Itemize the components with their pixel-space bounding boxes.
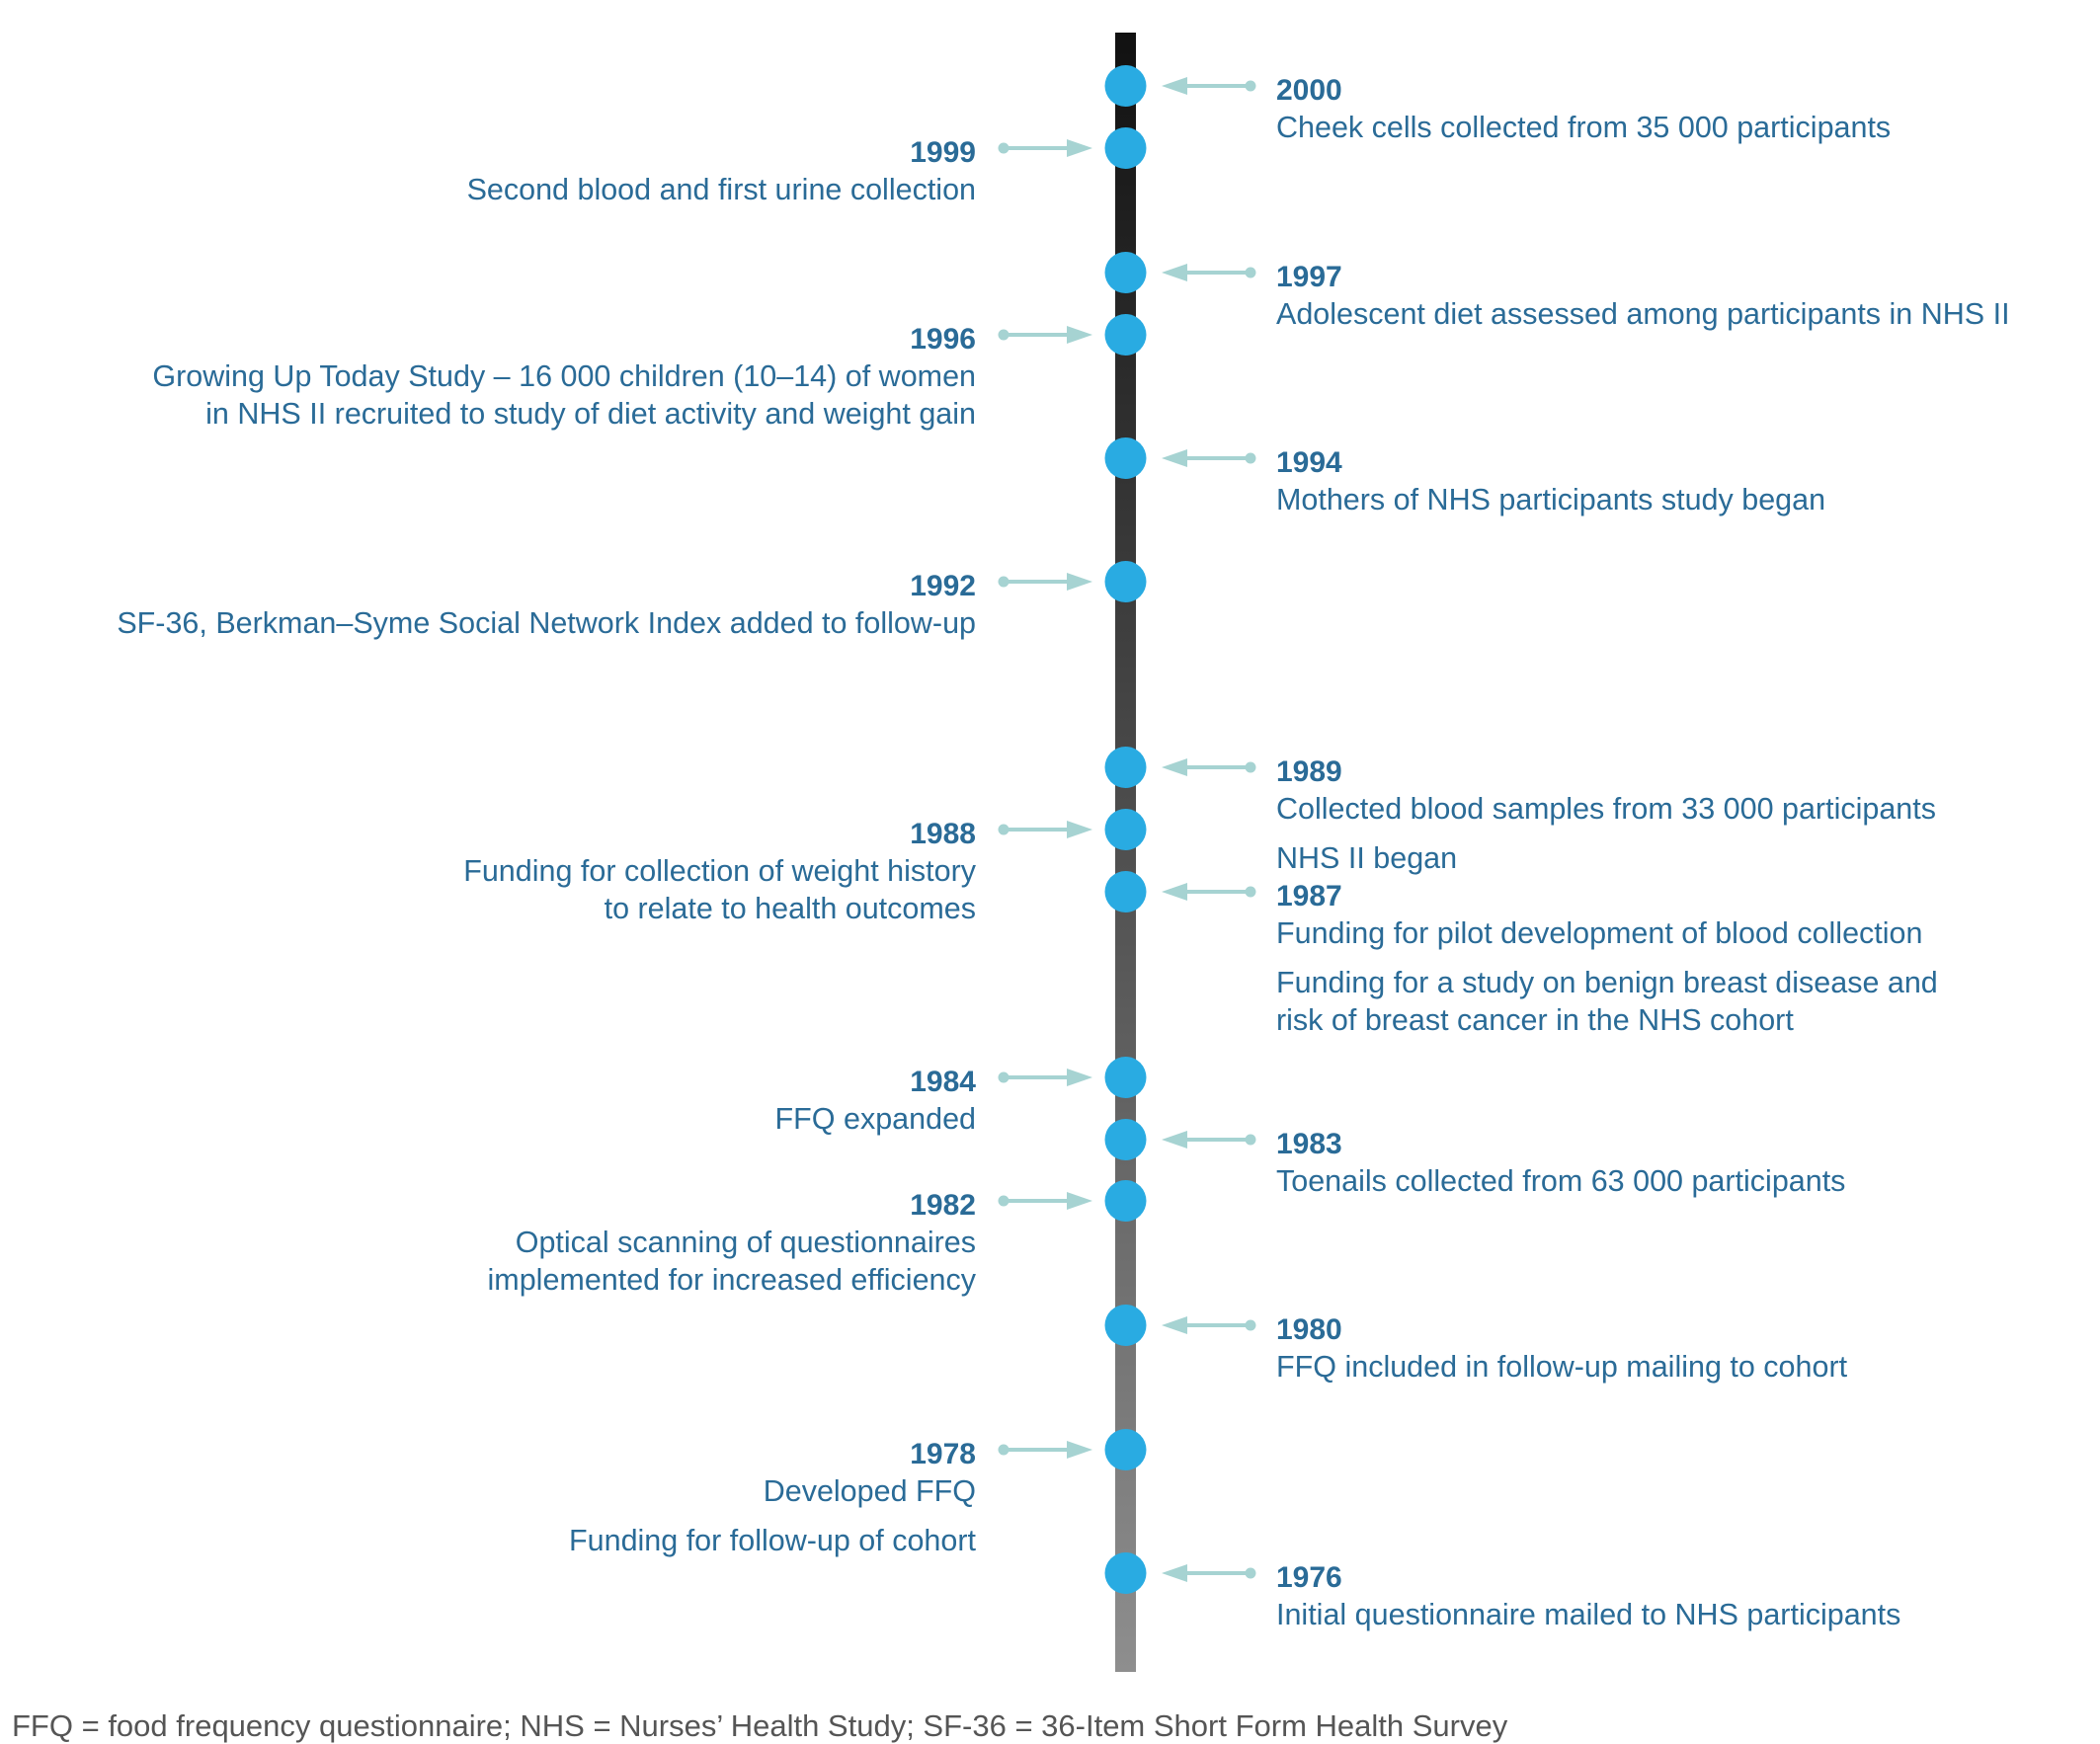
event-year-1988: 1988 bbox=[910, 818, 976, 850]
arrow-1984 bbox=[998, 1069, 1092, 1086]
timeline-dot-1988 bbox=[1104, 809, 1147, 850]
event-note-1987: Funding for a study on benign breast dis… bbox=[1276, 966, 1938, 999]
event-description-1992: SF-36, Berkman–Syme Social Network Index… bbox=[117, 606, 976, 640]
timeline-dot-1997 bbox=[1104, 252, 1147, 293]
event-description-1996: in NHS II recruited to study of diet act… bbox=[205, 397, 976, 431]
event-year-1983: 1983 bbox=[1276, 1128, 1342, 1160]
event-year-1984: 1984 bbox=[910, 1066, 976, 1098]
event-year-1976: 1976 bbox=[1276, 1561, 1342, 1594]
arrow-1983 bbox=[1162, 1131, 1256, 1149]
timeline-dot-1987 bbox=[1104, 871, 1147, 912]
arrow-1976 bbox=[1162, 1564, 1256, 1582]
timeline-dot-1999 bbox=[1104, 127, 1147, 169]
event-description-1997: Adolescent diet assessed among participa… bbox=[1276, 297, 2010, 331]
event-description-1989: Collected blood samples from 33 000 part… bbox=[1276, 792, 1936, 826]
arrow-2000 bbox=[1162, 77, 1256, 95]
event-year-1994: 1994 bbox=[1276, 446, 1342, 479]
event-year-1997: 1997 bbox=[1276, 261, 1342, 293]
timeline-dot-1978 bbox=[1104, 1429, 1147, 1470]
event-note-1987: risk of breast cancer in the NHS cohort bbox=[1276, 1003, 1794, 1037]
timeline-dot-1976 bbox=[1104, 1552, 1147, 1594]
event-description-1980: FFQ included in follow-up mailing to coh… bbox=[1276, 1350, 1848, 1384]
event-description-1999: Second blood and first urine collection bbox=[467, 173, 976, 206]
arrow-1978 bbox=[998, 1441, 1092, 1459]
event-year-1978: 1978 bbox=[910, 1438, 976, 1470]
arrow-1987 bbox=[1162, 883, 1256, 901]
event-description-1987: Funding for pilot development of blood c… bbox=[1276, 916, 1922, 950]
timeline-dot-1992 bbox=[1104, 561, 1147, 602]
arrow-1994 bbox=[1162, 449, 1256, 467]
timeline-dot-1989 bbox=[1104, 747, 1147, 788]
event-year-1996: 1996 bbox=[910, 323, 976, 356]
event-description-1976: Initial questionnaire mailed to NHS part… bbox=[1276, 1598, 1900, 1631]
arrow-1988 bbox=[998, 821, 1092, 838]
timeline-dot-1982 bbox=[1104, 1180, 1147, 1222]
event-description-1996: Growing Up Today Study – 16 000 children… bbox=[152, 359, 976, 393]
arrow-1999 bbox=[998, 139, 1092, 157]
footnote: FFQ = food frequency questionnaire; NHS … bbox=[12, 1708, 1508, 1743]
event-description-2000: Cheek cells collected from 35 000 partic… bbox=[1276, 111, 1891, 144]
arrow-1980 bbox=[1162, 1316, 1256, 1334]
timeline-dot-1980 bbox=[1104, 1305, 1147, 1346]
arrow-1996 bbox=[998, 326, 1092, 344]
event-year-1980: 1980 bbox=[1276, 1313, 1342, 1346]
event-description-1988: to relate to health outcomes bbox=[605, 892, 976, 925]
event-description-1982: implemented for increased efficiency bbox=[488, 1263, 977, 1297]
event-description-1983: Toenails collected from 63 000 participa… bbox=[1276, 1164, 1845, 1198]
event-year-1982: 1982 bbox=[910, 1189, 976, 1222]
event-year-1999: 1999 bbox=[910, 136, 976, 169]
event-note-1978: Funding for follow-up of cohort bbox=[569, 1524, 976, 1557]
event-description-1978: Developed FFQ bbox=[764, 1474, 976, 1508]
arrow-1989 bbox=[1162, 758, 1256, 776]
event-description-1988: Funding for collection of weight history bbox=[463, 854, 977, 888]
arrow-1982 bbox=[998, 1192, 1092, 1210]
event-note-1989: NHS II began bbox=[1276, 841, 1457, 875]
event-description-1994: Mothers of NHS participants study began bbox=[1276, 483, 1825, 516]
timeline-dot-1983 bbox=[1104, 1119, 1147, 1160]
event-description-1982: Optical scanning of questionnaires bbox=[516, 1226, 976, 1259]
event-year-1987: 1987 bbox=[1276, 880, 1342, 912]
timeline-dot-1984 bbox=[1104, 1057, 1147, 1098]
arrow-1992 bbox=[998, 573, 1092, 591]
event-year-2000: 2000 bbox=[1276, 74, 1342, 107]
event-description-1984: FFQ expanded bbox=[775, 1102, 976, 1136]
arrow-1997 bbox=[1162, 264, 1256, 281]
timeline-dot-1996 bbox=[1104, 314, 1147, 356]
timeline-dot-1994 bbox=[1104, 437, 1147, 479]
event-year-1989: 1989 bbox=[1276, 755, 1342, 788]
timeline-dot-2000 bbox=[1104, 65, 1147, 107]
event-year-1992: 1992 bbox=[910, 570, 976, 602]
